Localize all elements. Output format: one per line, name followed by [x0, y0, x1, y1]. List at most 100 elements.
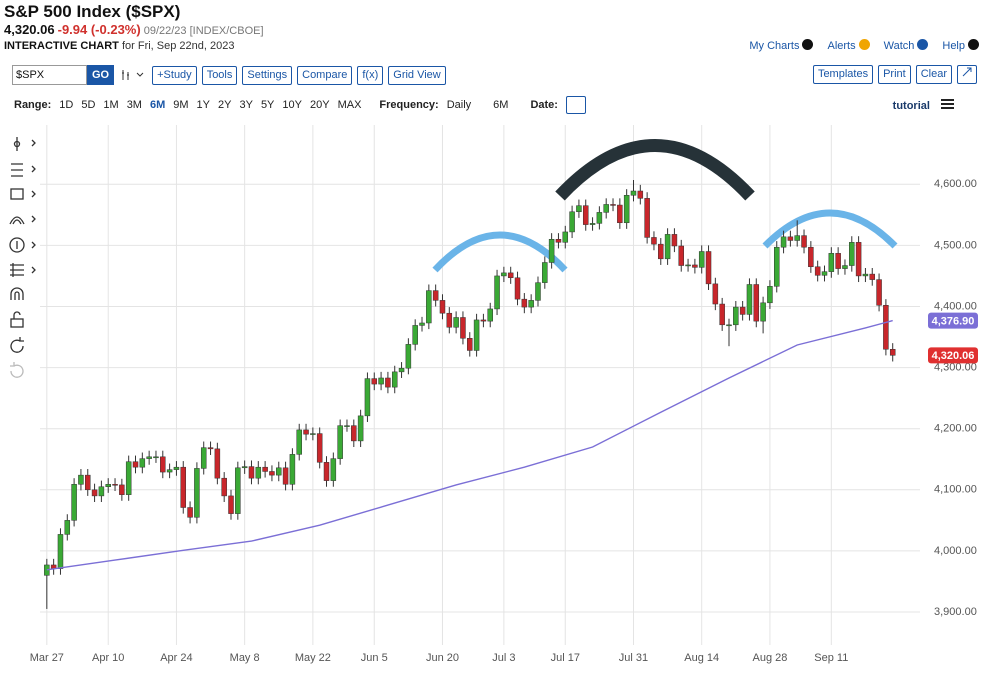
moving-average-line	[46, 319, 893, 571]
menu-icon[interactable]	[941, 98, 955, 110]
period-select[interactable]: 6M	[493, 99, 509, 111]
toolbar-button[interactable]: f(x)	[357, 65, 384, 85]
candle-body	[842, 265, 848, 269]
range-option[interactable]: 5Y	[260, 99, 275, 111]
range-option[interactable]: 20Y	[309, 99, 330, 111]
x-tick-label: Jul 31	[619, 652, 648, 664]
header-link[interactable]: Help	[942, 39, 979, 52]
tool-lines[interactable]	[11, 163, 36, 177]
tool-crosshair[interactable]	[13, 137, 36, 151]
candle-body	[64, 520, 71, 535]
range-option[interactable]: 1M	[103, 99, 119, 111]
range-option[interactable]: 10Y	[282, 99, 302, 111]
candle-body	[808, 246, 814, 268]
candle-body	[705, 251, 712, 285]
candle-body	[248, 466, 255, 479]
toolbar-button[interactable]: Tools	[201, 65, 238, 85]
candle-body	[105, 484, 111, 487]
tool-numbers[interactable]	[9, 237, 36, 253]
candle-body	[269, 471, 275, 476]
tutorial[interactable]: tutorial	[893, 98, 955, 112]
y-tick-label: 4,300.00	[934, 361, 977, 373]
chart-type-icon[interactable]	[119, 68, 147, 82]
tool-fib[interactable]	[10, 263, 36, 277]
expand-button[interactable]	[957, 65, 977, 84]
candle-body	[405, 344, 412, 369]
date-exchange: 09/22/23 [INDEX/CBOE]	[143, 25, 264, 37]
toolbar: $SPX GO +Study Tools Settings Compare f(x) Gr…	[12, 65, 446, 85]
candle-body	[876, 279, 882, 306]
range-label: Range:	[14, 99, 52, 111]
candle-body	[446, 312, 453, 328]
toolbar-button[interactable]: Templates	[812, 65, 874, 84]
candle-body	[514, 277, 521, 300]
tool-undo[interactable]	[10, 337, 24, 353]
tool-redo[interactable]	[10, 362, 24, 378]
toolbar-button[interactable]: Clear	[915, 65, 952, 84]
x-tick-label: Aug 28	[752, 652, 787, 664]
toolbar-button[interactable]: Settings	[242, 65, 293, 85]
candle-body	[739, 306, 746, 315]
go-button[interactable]: GO	[87, 65, 115, 85]
candle-body	[835, 253, 841, 269]
range-option[interactable]: 3Y	[239, 99, 253, 111]
candle-body	[685, 264, 691, 267]
link-icon	[802, 39, 814, 50]
candle-body	[112, 484, 118, 486]
link-icon	[858, 39, 870, 50]
range-option[interactable]: 5D	[81, 99, 96, 111]
y-tick-label: 4,200.00	[934, 423, 977, 435]
tool-shapes[interactable]	[10, 188, 36, 200]
tool-magnet[interactable]	[10, 287, 24, 300]
range-option[interactable]: MAX	[337, 99, 362, 111]
link-text: Help	[942, 40, 965, 52]
range-bar: Range: 1D 5D 1M 3M 6M 9M 1Y 2Y 3Y 5Y 10Y 20Y MAX Frequ…	[14, 96, 586, 114]
candle-body	[582, 205, 589, 225]
header-link[interactable]: Watch	[884, 39, 929, 52]
candle-body	[364, 378, 371, 417]
candle-body	[378, 377, 384, 385]
tool-lock[interactable]	[10, 311, 24, 328]
grid: 3,900.00 4,000.00 4,100.00 4,200.00 4,300.00…	[30, 125, 977, 664]
y-tick-label: 4,600.00	[934, 178, 977, 190]
symbol-input[interactable]: $SPX	[12, 65, 87, 85]
candle-body	[821, 271, 828, 276]
range-option[interactable]: 9M	[173, 99, 189, 111]
header-link[interactable]: Alerts	[827, 39, 870, 52]
x-tick-label: Jun 5	[361, 652, 388, 664]
x-tick-label: Apr 24	[160, 652, 192, 664]
title: S&P 500 Index ($SPX)	[4, 2, 181, 21]
toolbar-button[interactable]: Print	[878, 65, 911, 84]
range-option[interactable]: 3M	[126, 99, 142, 111]
candle-body	[221, 477, 227, 497]
candle-body	[630, 190, 637, 196]
x-tick-label: Jul 17	[551, 652, 580, 664]
x-tick-label: Apr 10	[92, 652, 124, 664]
toolbar-button[interactable]: Compare	[297, 65, 353, 85]
candle-body	[330, 458, 337, 481]
date-picker[interactable]	[565, 96, 586, 114]
link-text: My Charts	[749, 40, 800, 52]
candle-body	[637, 190, 644, 199]
candle-body	[767, 286, 773, 304]
candle-body	[296, 429, 302, 455]
candle-body	[262, 466, 268, 472]
range-option[interactable]: 1Y	[196, 99, 210, 111]
tool-arcs[interactable]	[9, 215, 36, 225]
toolbar-button[interactable]: +Study	[152, 65, 197, 85]
toolbar-button[interactable]: Grid View	[388, 65, 446, 85]
candle-body	[385, 377, 391, 388]
candle-body	[719, 303, 725, 326]
candle-body	[603, 204, 609, 213]
candle-body	[576, 205, 582, 213]
range-option[interactable]: 1D	[59, 99, 74, 111]
candle-body	[139, 458, 146, 468]
chart-date: for Fri, Sep 22nd, 2023	[121, 40, 235, 52]
frequency-select[interactable]: Daily	[446, 99, 472, 111]
header-link[interactable]: My Charts	[749, 39, 814, 52]
range-option[interactable]: 2Y	[218, 99, 232, 111]
candle-body	[241, 466, 248, 469]
range-option[interactable]: 6M	[149, 99, 166, 111]
change: -9.94 (-0.23%)	[57, 22, 141, 37]
